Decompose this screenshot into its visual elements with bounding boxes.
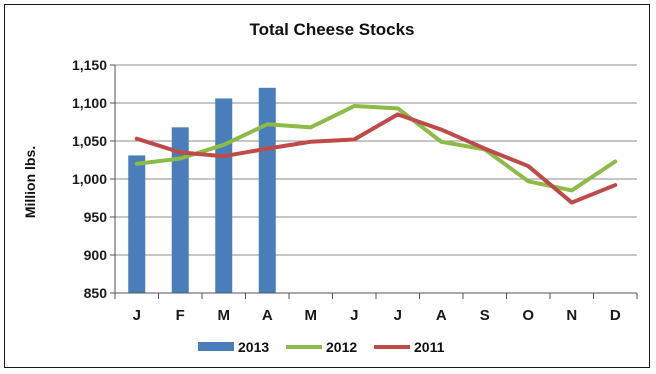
y-tick-label: 850 <box>84 285 108 301</box>
bar-2013 <box>128 155 146 293</box>
x-tick-label: A <box>436 307 447 324</box>
bar-2013 <box>171 127 189 293</box>
legend-label: 2011 <box>414 339 445 355</box>
bar-2013 <box>258 87 276 293</box>
x-tick-label: J <box>133 307 141 324</box>
legend-item-2012: 2012 <box>286 339 357 355</box>
legend-item-2013: 2013 <box>198 339 269 355</box>
x-tick-label: A <box>262 307 273 324</box>
x-tick-label: S <box>480 307 490 324</box>
y-tick-label: 1,150 <box>72 57 107 73</box>
x-tick-label: J <box>394 307 402 324</box>
x-tick-label: J <box>350 307 358 324</box>
axes <box>114 65 638 299</box>
x-tick-label: D <box>610 307 621 324</box>
y-tick-label: 950 <box>84 209 108 225</box>
bar-series-group <box>128 87 276 293</box>
legend: 2013 2012 2011 <box>198 339 445 355</box>
line-series-2011 <box>134 112 618 205</box>
x-tick-label: F <box>176 307 185 324</box>
line-series-group <box>134 104 618 205</box>
x-tick-label: N <box>566 307 577 324</box>
legend-label: 2013 <box>238 339 269 355</box>
chart-svg: Total Cheese Stocks Million lbs. 850 900 9… <box>22 20 638 355</box>
x-tick-label: M <box>218 307 231 324</box>
gridlines <box>110 64 637 294</box>
y-axis-label: Million lbs. <box>22 146 38 218</box>
y-tick-label: 1,100 <box>72 95 107 111</box>
x-tick-label: M <box>305 307 318 324</box>
legend-label: 2012 <box>326 339 357 355</box>
legend-item-2011: 2011 <box>374 339 445 355</box>
y-tick-label: 1,050 <box>72 133 107 149</box>
chart-frame: Total Cheese Stocks Million lbs. 850 900 9… <box>4 4 650 368</box>
line-series-2012 <box>134 104 618 193</box>
y-tick-label: 1,000 <box>72 171 107 187</box>
y-tick-labels: 850 900 950 1,000 1,050 1,100 1,150 <box>72 57 107 301</box>
legend-swatch <box>198 342 234 351</box>
bar-2013 <box>215 98 233 293</box>
y-tick-label: 900 <box>84 247 108 263</box>
chart-title: Total Cheese Stocks <box>249 20 414 39</box>
x-tick-label: O <box>522 307 534 324</box>
